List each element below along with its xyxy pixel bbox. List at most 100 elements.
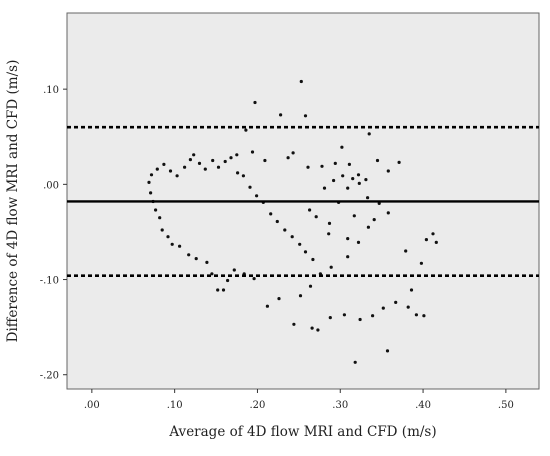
data-point-51 xyxy=(424,238,428,242)
data-point-109 xyxy=(327,221,332,225)
data-point-89 xyxy=(223,159,227,164)
data-point-62 xyxy=(221,288,226,292)
data-point-57 xyxy=(265,304,269,308)
y-axis-ticks: .10 .00 -.10 -.20 xyxy=(40,85,67,382)
data-point-105 xyxy=(308,208,312,212)
data-point-25 xyxy=(366,196,370,200)
data-point-0 xyxy=(299,79,303,84)
data-point-1 xyxy=(253,100,257,105)
data-point-24 xyxy=(346,186,350,190)
data-point-66 xyxy=(194,257,198,261)
x-axis-label: Average of 4D flow MRI and CFD (m/s) xyxy=(168,424,436,440)
data-point-83 xyxy=(188,158,192,162)
data-point-88 xyxy=(216,165,221,169)
data-point-7 xyxy=(235,153,239,157)
data-point-69 xyxy=(170,242,174,246)
data-point-82 xyxy=(183,165,187,169)
data-point-19 xyxy=(386,169,390,173)
x-tick-label: .20 xyxy=(250,400,266,411)
data-point-73 xyxy=(154,208,158,212)
data-point-63 xyxy=(216,288,220,292)
data-point-11 xyxy=(306,165,310,169)
data-point-45 xyxy=(353,360,357,364)
x-tick-label: .30 xyxy=(332,400,348,411)
data-point-85 xyxy=(197,161,202,165)
data-point-12 xyxy=(320,164,324,168)
data-point-61 xyxy=(226,278,230,283)
x-tick-label: .50 xyxy=(498,400,514,411)
data-point-76 xyxy=(147,180,151,184)
data-point-80 xyxy=(168,169,173,173)
data-point-97 xyxy=(275,219,279,224)
data-point-46 xyxy=(394,300,398,304)
data-point-22 xyxy=(351,177,355,181)
data-point-64 xyxy=(210,272,214,276)
data-point-18 xyxy=(375,158,380,163)
data-point-17 xyxy=(364,178,368,182)
data-point-98 xyxy=(283,228,287,232)
data-point-2 xyxy=(279,113,283,117)
data-point-68 xyxy=(178,244,182,248)
x-tick-label: .00 xyxy=(84,400,100,411)
data-point-21 xyxy=(341,174,345,178)
data-point-60 xyxy=(232,268,236,272)
y-tick-label: .10 xyxy=(43,85,59,96)
data-point-71 xyxy=(160,228,164,232)
data-point-14 xyxy=(340,145,344,149)
data-point-91 xyxy=(236,171,240,175)
y-tick-label: -.10 xyxy=(40,276,59,287)
data-point-39 xyxy=(328,316,332,320)
data-point-15 xyxy=(347,162,351,166)
data-point-53 xyxy=(434,240,438,244)
data-point-8 xyxy=(263,158,267,163)
data-point-6 xyxy=(250,150,255,154)
data-point-96 xyxy=(269,212,273,216)
data-point-94 xyxy=(255,194,259,198)
data-point-79 xyxy=(162,162,166,166)
y-tick-label: .00 xyxy=(43,180,59,191)
data-point-48 xyxy=(414,313,418,317)
data-point-43 xyxy=(381,306,385,310)
data-point-111 xyxy=(352,214,356,218)
data-point-77 xyxy=(149,173,154,177)
data-point-29 xyxy=(366,225,370,229)
data-point-40 xyxy=(342,313,346,317)
data-point-47 xyxy=(406,305,410,309)
data-point-34 xyxy=(308,284,313,288)
data-point-36 xyxy=(292,322,296,326)
data-point-110 xyxy=(346,237,350,241)
data-point-70 xyxy=(166,235,170,239)
data-point-42 xyxy=(371,314,375,318)
data-point-52 xyxy=(431,232,435,236)
data-point-10 xyxy=(286,156,290,160)
data-point-5 xyxy=(244,128,248,132)
data-point-20 xyxy=(397,160,401,164)
data-point-84 xyxy=(192,153,196,157)
data-point-54 xyxy=(404,249,408,253)
data-point-107 xyxy=(332,178,336,183)
data-point-90 xyxy=(229,156,233,160)
data-point-87 xyxy=(211,158,215,163)
data-point-100 xyxy=(298,242,302,246)
data-point-35 xyxy=(298,294,303,298)
data-point-32 xyxy=(329,265,333,269)
data-point-28 xyxy=(372,218,376,222)
x-axis-ticks: .00 .10 .20 .30 .40 .50 xyxy=(84,389,514,411)
marks-layer xyxy=(147,79,438,364)
x-tick-label: .40 xyxy=(415,400,431,411)
data-point-72 xyxy=(158,216,162,220)
data-point-9 xyxy=(291,151,295,155)
data-point-93 xyxy=(248,185,252,189)
data-point-103 xyxy=(327,232,331,236)
data-point-78 xyxy=(155,167,159,171)
x-tick-label: .10 xyxy=(167,400,183,411)
data-point-3 xyxy=(303,114,308,118)
data-point-65 xyxy=(205,260,209,264)
data-point-31 xyxy=(346,255,350,259)
data-point-49 xyxy=(409,288,414,292)
data-point-55 xyxy=(422,314,426,318)
data-point-99 xyxy=(290,235,294,239)
y-axis-label: Difference of 4D flow MRI and CFD (m/s) xyxy=(5,60,21,343)
data-point-104 xyxy=(314,215,318,219)
